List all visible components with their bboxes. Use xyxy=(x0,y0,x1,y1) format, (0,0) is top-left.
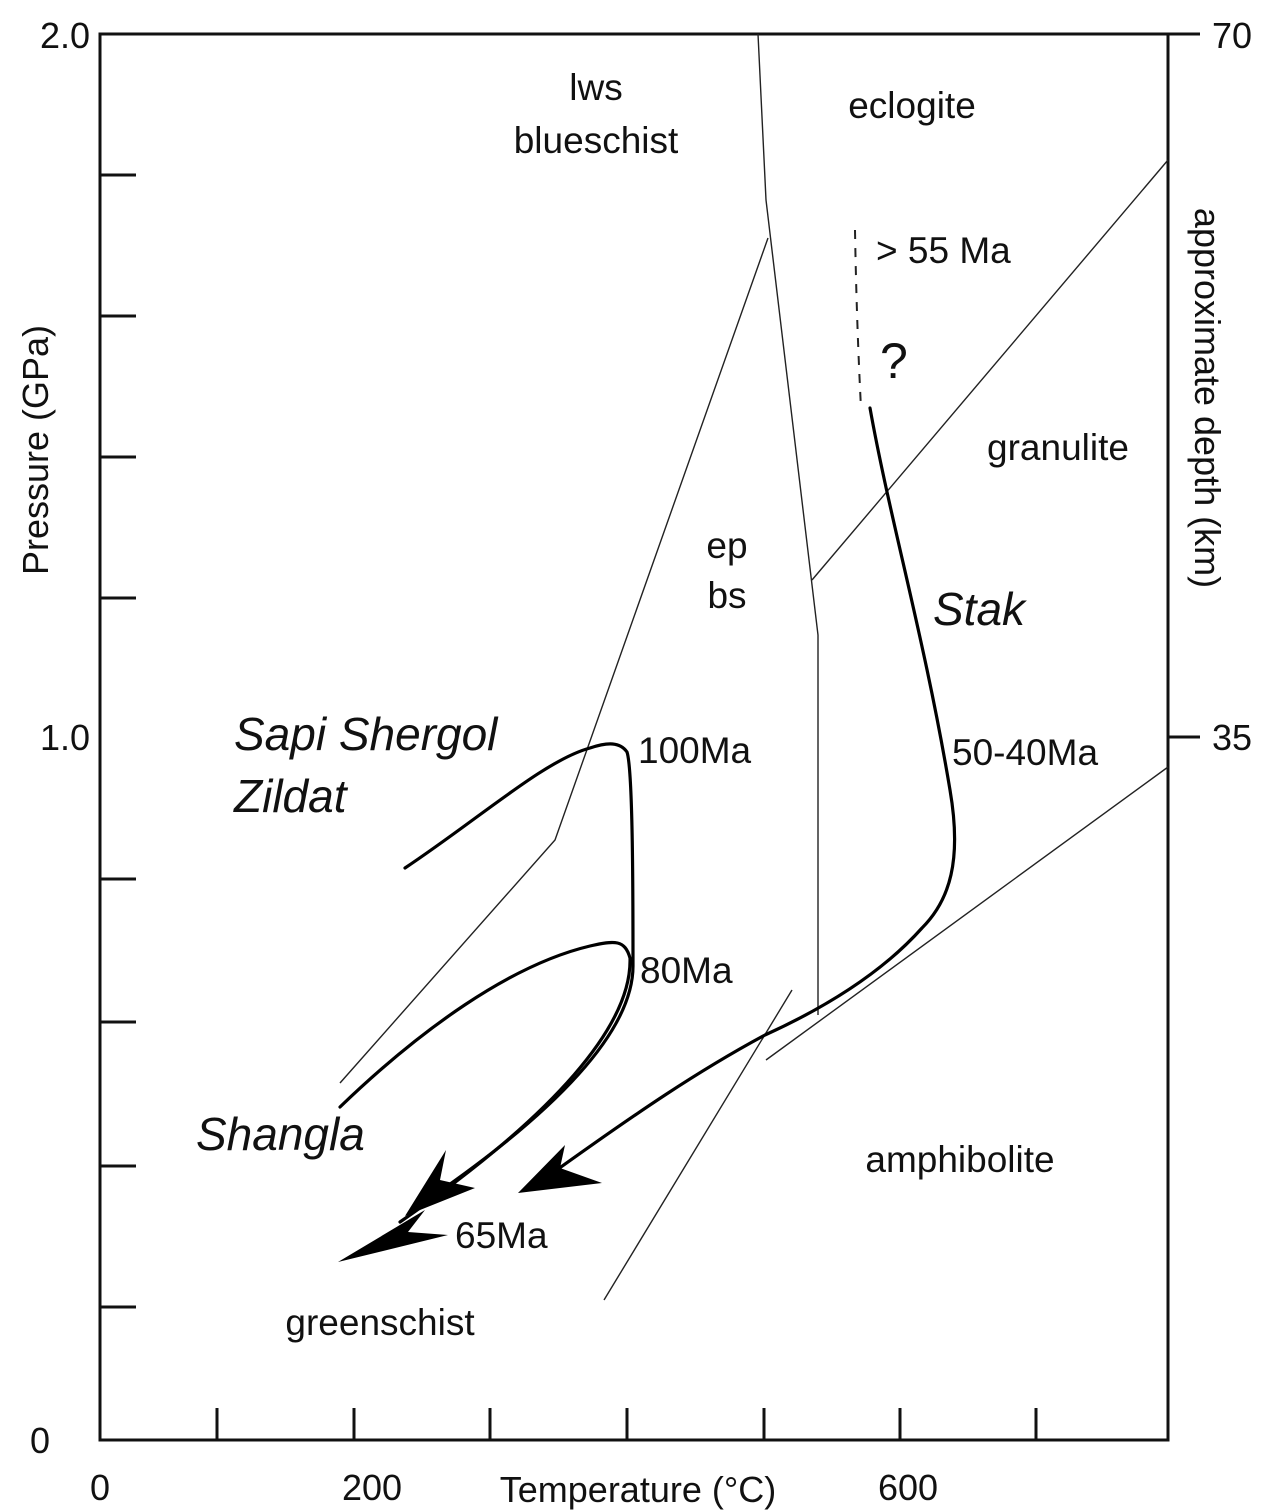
stak-uncertain-extension xyxy=(854,229,862,409)
facies-label-granulite: granulite xyxy=(987,427,1129,468)
bottom-axis-ticks xyxy=(215,1408,1038,1440)
granulite-boundary xyxy=(811,159,1169,581)
locality-label-shangla: Shangla xyxy=(196,1108,365,1160)
age-label-100: 100Ma xyxy=(638,730,752,771)
greenschist-blueschist-boundary xyxy=(339,237,769,1084)
y-tick-label-0: 0 xyxy=(30,1420,50,1461)
y-axis-title-right: approximate depth (km) xyxy=(1187,208,1228,588)
stak-path xyxy=(538,406,957,1184)
age-label-65: 65Ma xyxy=(455,1215,548,1256)
x-tick-label-200: 200 xyxy=(342,1467,402,1508)
x-tick-label-600: 600 xyxy=(878,1467,938,1508)
amphibolite-greenschist-boundary xyxy=(603,989,793,1301)
x-tick-label-0: 0 xyxy=(90,1467,110,1508)
arrow-head-icon xyxy=(518,1145,602,1193)
y-tick-label-1-0: 1.0 xyxy=(40,717,90,758)
left-axis-ticks xyxy=(100,173,136,1309)
x-axis-title: Temperature (°C) xyxy=(500,1469,776,1510)
pt-paths xyxy=(338,229,957,1224)
facies-label-bs: bs xyxy=(707,575,746,616)
right-tick-label-35: 35 xyxy=(1212,717,1252,758)
arrow-head-icon xyxy=(338,1210,448,1262)
right-tick-label-70: 70 xyxy=(1212,15,1252,56)
arrow-head-icon xyxy=(405,1150,475,1216)
facies-label-lws: lws xyxy=(569,67,622,108)
locality-label-stak: Stak xyxy=(933,583,1027,635)
age-label-question: ? xyxy=(880,333,908,389)
facies-label-amphibolite: amphibolite xyxy=(865,1139,1054,1180)
facies-label-blueschist: blueschist xyxy=(514,120,679,161)
y-axis-title-left: Pressure (GPa) xyxy=(15,325,56,575)
shangla-path xyxy=(338,940,632,1224)
y-tick-label-2-0: 2.0 xyxy=(40,15,90,56)
age-label-50-40: 50-40Ma xyxy=(952,732,1098,773)
blueschist-eclogite-boundary xyxy=(757,33,819,1015)
facies-label-ep: ep xyxy=(706,525,747,566)
right-axis-ticks xyxy=(1168,32,1200,739)
amphibolite-upper-boundary xyxy=(765,766,1169,1061)
age-label-80: 80Ma xyxy=(640,950,733,991)
locality-label-zildat: Zildat xyxy=(233,770,349,822)
sapi-shergol-zildat-path xyxy=(403,742,635,1207)
facies-boundaries xyxy=(339,33,1169,1301)
arrow-heads xyxy=(338,1145,602,1262)
facies-label-eclogite: eclogite xyxy=(848,85,976,126)
locality-label-sapi-shergol: Sapi Shergol xyxy=(234,708,499,760)
facies-label-greenschist: greenschist xyxy=(285,1302,475,1343)
age-label-gt55: > 55 Ma xyxy=(876,230,1011,271)
